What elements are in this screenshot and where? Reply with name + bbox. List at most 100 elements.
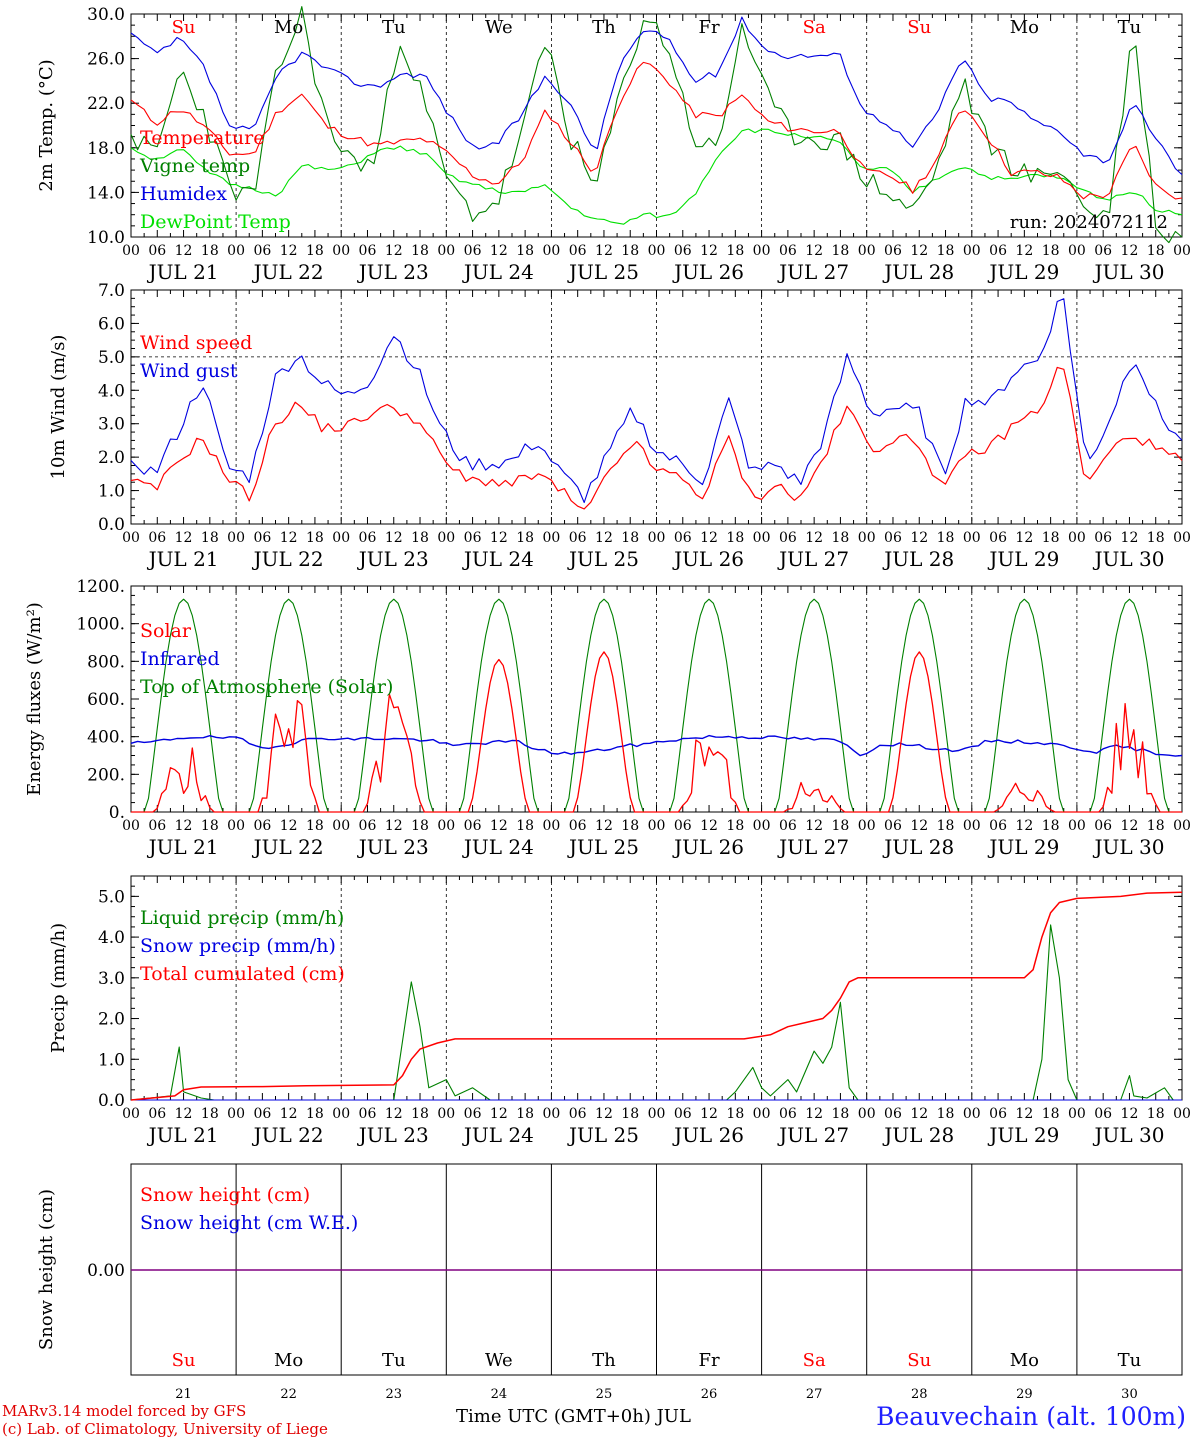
weekday-label: Mo (274, 17, 303, 38)
series-2 (130, 16, 1183, 176)
x-date-label: JUL 25 (567, 260, 639, 284)
x-hour-label: 06 (148, 243, 166, 259)
weekday-label: Su (172, 17, 196, 38)
x-date-label: JUL 29 (987, 547, 1059, 571)
x-hour-label: 12 (595, 818, 613, 834)
x-hour-label: 00 (963, 530, 981, 546)
legend-entry: Vigne temp (139, 155, 250, 177)
panel-1: 00 06 12 18 00 06 12 18 00 06 12 18 00 06 12 18 00 06 12 18… (48, 281, 1191, 571)
x-hour-label: 12 (910, 818, 928, 834)
x-date-label: JUL 26 (672, 835, 744, 859)
x-hour-label: 00 (753, 818, 771, 834)
x-hour-label: 06 (884, 818, 902, 834)
x-hour-label: 18 (1042, 818, 1060, 834)
x-hour-label: 00 (227, 1106, 245, 1122)
x-hour-label: 18 (1147, 530, 1165, 546)
x-hour-label: 18 (306, 530, 324, 546)
x-hour-label: 18 (832, 530, 850, 546)
x-hour-label: 00 (858, 243, 876, 259)
x-hour-label: 12 (700, 243, 718, 259)
x-hour-label: 06 (253, 818, 271, 834)
x-hour-label: 12 (1015, 530, 1033, 546)
x-hour-label: 00 (1068, 818, 1086, 834)
series-3 (130, 128, 1183, 225)
x-date-label: JUL 29 (987, 1123, 1059, 1147)
x-date-label: JUL 26 (672, 547, 744, 571)
station-name: Beauvechain (alt. 100m) (876, 1402, 1186, 1431)
x-date-label: JUL 23 (357, 1123, 429, 1147)
x-hour-label: 06 (569, 1106, 587, 1122)
x-date-label: 28 (911, 1387, 928, 1402)
x-date-label: JUL 21 (147, 547, 219, 571)
weekday-label: Sa (803, 17, 826, 38)
y-tick-label: 800. (87, 652, 125, 672)
x-hour-label: 18 (832, 818, 850, 834)
x-hour-label: 00 (227, 243, 245, 259)
x-hour-label: 18 (306, 1106, 324, 1122)
x-hour-label: 18 (937, 1106, 955, 1122)
weekday-label: Su (907, 1350, 931, 1371)
x-hour-label: 18 (516, 1106, 534, 1122)
x-hour-label: 06 (359, 818, 377, 834)
x-hour-label: 06 (779, 530, 797, 546)
x-date-label: JUL 24 (462, 260, 534, 284)
y-tick-label: 7.0 (98, 281, 125, 301)
x-hour-label: 00 (963, 243, 981, 259)
x-hour-label: 12 (175, 243, 193, 259)
x-date-label: JUL 22 (252, 547, 324, 571)
x-hour-label: 06 (253, 530, 271, 546)
x-hour-label: 00 (437, 530, 455, 546)
x-hour-label: 12 (910, 530, 928, 546)
x-hour-label: 00 (1068, 1106, 1086, 1122)
x-hour-label: 00 (122, 818, 140, 834)
x-date-label: JUL 27 (777, 260, 849, 284)
x-date-label: 25 (596, 1387, 613, 1402)
x-date-label: JUL 21 (147, 260, 219, 284)
x-hour-label: 00 (753, 1106, 771, 1122)
x-hour-label: 18 (201, 1106, 219, 1122)
x-hour-label: 00 (542, 818, 560, 834)
x-hour-label: 06 (884, 1106, 902, 1122)
x-hour-label: 12 (1121, 243, 1139, 259)
legend-entry: Snow height (cm W.E.) (140, 1212, 358, 1234)
series-gust (130, 298, 1183, 504)
x-hour-label: 18 (832, 1106, 850, 1122)
x-hour-label: 00 (332, 243, 350, 259)
weekday-label: Mo (1010, 17, 1039, 38)
x-date-label: JUL 22 (252, 1123, 324, 1147)
x-hour-label: 12 (1121, 530, 1139, 546)
x-hour-label: 12 (1015, 243, 1033, 259)
x-hour-label: 12 (700, 818, 718, 834)
x-hour-label: 12 (700, 530, 718, 546)
x-date-label: JUL 26 (672, 260, 744, 284)
x-date-label: JUL 29 (987, 260, 1059, 284)
x-hour-label: 18 (726, 243, 744, 259)
y-tick-label: 14.0 (87, 183, 125, 203)
x-date-label: JUL 28 (882, 547, 954, 571)
x-hour-label: 12 (910, 243, 928, 259)
y-tick-label: 400. (87, 728, 125, 748)
x-date-label: JUL 21 (147, 835, 219, 859)
x-hour-label: 18 (1147, 1106, 1165, 1122)
legend-entry: Snow precip (mm/h) (140, 935, 336, 957)
weekday-label: Tu (382, 17, 406, 38)
x-hour-label: 06 (569, 243, 587, 259)
x-hour-label: 18 (306, 243, 324, 259)
x-hour-label: 06 (569, 818, 587, 834)
x-date-label: JUL 28 (882, 260, 954, 284)
x-hour-label: 06 (779, 1106, 797, 1122)
x-hour-label: 18 (411, 530, 429, 546)
x-hour-label: 06 (884, 530, 902, 546)
y-tick-label: 18.0 (87, 139, 125, 159)
x-hour-label: 18 (1147, 818, 1165, 834)
x-hour-label: 00 (963, 818, 981, 834)
x-hour-label: 00 (963, 1106, 981, 1122)
x-hour-label: 00 (753, 530, 771, 546)
x-hour-label: 12 (490, 818, 508, 834)
x-date-label: JUL 24 (462, 835, 534, 859)
weekday-label: Th (592, 1350, 616, 1371)
x-hour-label: 18 (1042, 243, 1060, 259)
x-hour-label: 00 (858, 530, 876, 546)
series-0 (130, 61, 1183, 200)
x-hour-label: 06 (569, 530, 587, 546)
